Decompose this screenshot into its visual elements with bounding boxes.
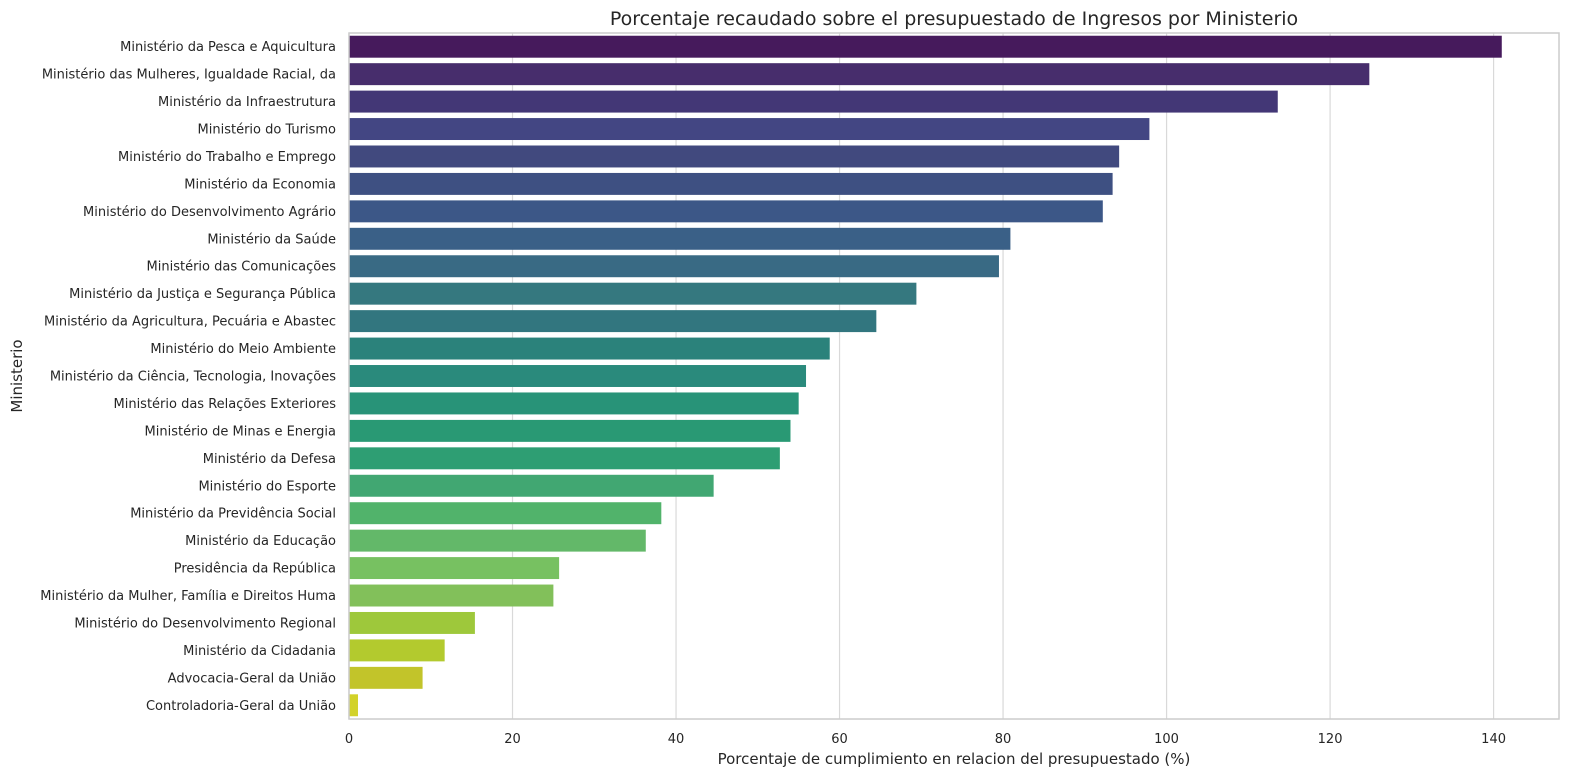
bar (349, 502, 662, 525)
y-category-labels: Ministério da Pesca e Aquicultura Ministé… (40, 40, 336, 714)
y-category-label: Ministério da Mulher, Família e Direitos… (40, 589, 336, 604)
y-category-label: Ministério das Mulheres, Igualdade Racia… (42, 68, 336, 83)
y-category-label: Ministério da Justiça e Segurança Públic… (69, 287, 336, 302)
chart-title: Porcentaje recaudado sobre el presupuest… (610, 8, 1298, 30)
y-category-label: Ministério do Desenvolvimento Agrário (83, 205, 336, 220)
bar (349, 118, 1150, 141)
bar (349, 639, 445, 662)
plot-frame (348, 32, 1560, 720)
y-category-label: Ministério da Pesca e Aquicultura (120, 40, 336, 55)
bar (349, 365, 807, 387)
x-axis-title: Porcentaje de cumplimiento en relacion d… (718, 750, 1191, 768)
bar (349, 172, 1113, 195)
y-category-label: Advocacia-Geral da União (168, 671, 336, 686)
bar (349, 35, 1502, 58)
y-category-label: Ministério da Defesa (203, 452, 336, 467)
y-category-label: Ministério do Meio Ambiente (150, 342, 336, 357)
bar (349, 419, 791, 442)
y-category-label: Ministério do Turismo (198, 123, 337, 138)
bar (349, 90, 1278, 113)
bar (349, 227, 1011, 250)
y-category-label: Ministério do Esporte (198, 479, 336, 494)
y-category-label: Ministério do Desenvolvimento Regional (74, 616, 336, 631)
y-category-label: Ministério da Agricultura, Pecuária e Ab… (44, 315, 336, 330)
y-category-label: Ministério da Saúde (207, 232, 336, 247)
bar (349, 310, 877, 333)
bar (349, 392, 799, 415)
bar (349, 63, 1370, 86)
bars (349, 35, 1502, 717)
y-category-label: Ministério da Ciência, Tecnologia, Inova… (50, 370, 336, 385)
y-category-label: Ministério do Trabalho e Emprego (118, 150, 336, 165)
x-tick-label: 20 (504, 732, 521, 747)
y-category-label: Ministério da Economia (184, 177, 336, 192)
bar (349, 584, 554, 607)
y-category-label: Controladoria-Geral da União (146, 699, 336, 714)
x-tick-label: 100 (1154, 732, 1179, 747)
y-category-label: Ministério da Previdência Social (130, 507, 336, 522)
bar (349, 282, 917, 305)
y-category-label: Ministério das Comunicações (147, 260, 337, 275)
bar (349, 666, 423, 689)
x-tick-label: 120 (1318, 732, 1343, 747)
x-tick-label: 0 (345, 732, 353, 747)
bar (349, 447, 780, 470)
bar (349, 557, 560, 580)
x-tick-label: 140 (1481, 732, 1506, 747)
x-tick-label: 60 (831, 732, 848, 747)
y-category-label: Ministério das Relações Exteriores (114, 397, 337, 412)
x-tick-label: 80 (995, 732, 1012, 747)
y-category-label: Ministério da Educação (185, 534, 336, 549)
x-tick-label: 40 (668, 732, 685, 747)
bar (349, 474, 714, 497)
bar (349, 200, 1103, 223)
bar (349, 145, 1120, 168)
bar (349, 694, 358, 717)
x-tick-labels: 0 20 40 60 80 100 120 140 (345, 732, 1506, 747)
bar (349, 337, 830, 360)
y-axis-title: Ministerio (8, 339, 26, 412)
bar (349, 529, 646, 552)
y-category-label: Ministério da Cidadania (183, 644, 336, 659)
y-category-label: Ministério de Minas e Energia (145, 424, 336, 439)
bar (349, 611, 475, 634)
bar (349, 255, 999, 278)
y-category-label: Ministério da Infraestrutura (158, 95, 336, 110)
y-category-label: Presidência da República (174, 562, 336, 577)
